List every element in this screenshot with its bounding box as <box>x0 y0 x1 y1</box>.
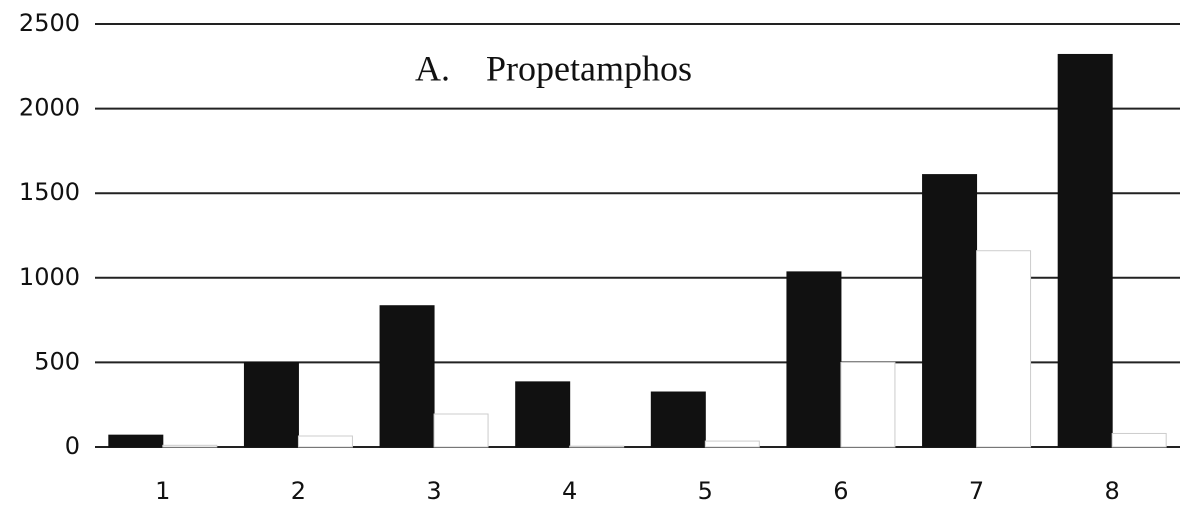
x-tick-label: 5 <box>698 477 713 505</box>
y-tick-label: 1000 <box>19 263 80 291</box>
bar <box>569 445 625 448</box>
x-tick-label: 2 <box>291 477 306 505</box>
y-tick-label: 0 <box>65 432 80 460</box>
bar <box>1057 53 1113 448</box>
chart-title: A. Propetamphos <box>415 48 692 88</box>
bar <box>379 305 435 448</box>
x-tick-label: 3 <box>426 477 441 505</box>
y-tick-label: 1500 <box>19 178 80 206</box>
x-tick-label: 8 <box>1105 477 1120 505</box>
x-tick-label: 7 <box>969 477 984 505</box>
y-tick-label: 500 <box>34 347 80 375</box>
bar <box>433 413 489 448</box>
y-tick-label: 2500 <box>19 9 80 37</box>
bar <box>243 361 299 448</box>
x-tick-label: 6 <box>833 477 848 505</box>
bar <box>108 434 164 448</box>
bar <box>297 435 353 448</box>
bar <box>162 444 218 448</box>
bar <box>650 391 706 448</box>
bar <box>922 174 978 448</box>
bar <box>976 250 1032 448</box>
bar <box>840 361 896 448</box>
y-tick-label: 2000 <box>19 94 80 122</box>
bar <box>1111 432 1167 448</box>
bar <box>786 271 842 448</box>
bar <box>515 381 571 448</box>
x-tick-label: 1 <box>155 477 170 505</box>
x-tick-label: 4 <box>562 477 577 505</box>
bar <box>704 440 760 448</box>
